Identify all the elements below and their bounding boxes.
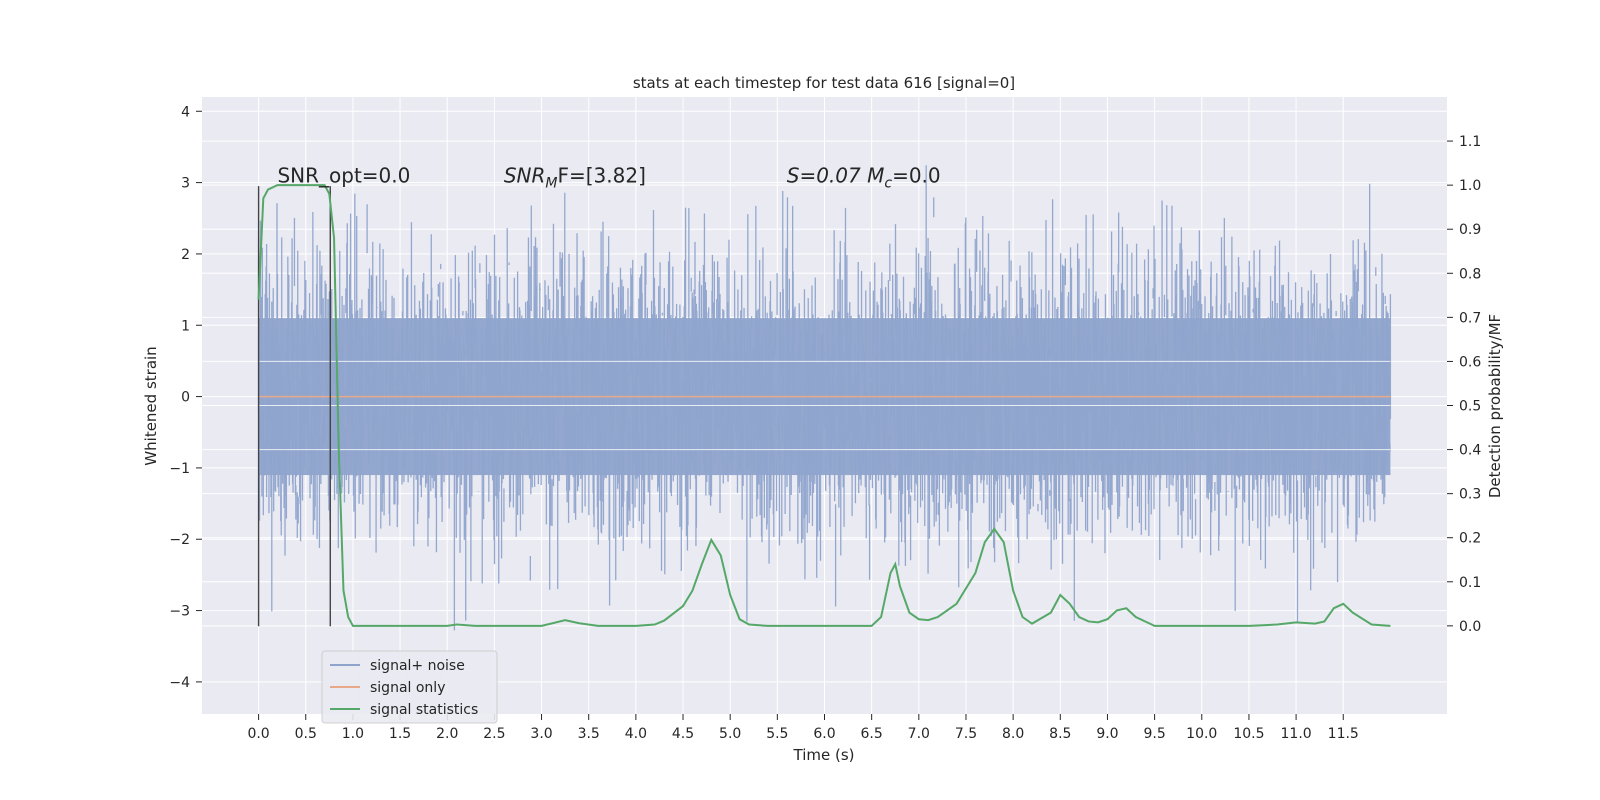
- legend-box: [321, 650, 498, 724]
- y-tick-label: −1: [169, 461, 190, 477]
- annotation: SNR_opt=0.0: [277, 164, 410, 188]
- y2-axis-label: Detection probability/MF: [1486, 314, 1504, 498]
- y-tick-label: 1: [181, 318, 190, 334]
- x-tick-label: 8.5: [1049, 726, 1071, 742]
- x-tick-label: 3.0: [530, 726, 552, 742]
- x-axis-label: Time (s): [793, 746, 855, 764]
- x-tick-label: 6.0: [813, 726, 835, 742]
- x-tick-label: 0.0: [247, 726, 269, 742]
- annotation-subscript: c: [884, 176, 892, 192]
- x-tick-label: 8.0: [1002, 726, 1024, 742]
- legend-label: signal only: [370, 680, 445, 696]
- x-tick-label: 0.5: [295, 726, 317, 742]
- y-axis-label: Whitened strain: [142, 346, 160, 465]
- x-tick-label: 4.0: [625, 726, 647, 742]
- annotation-text: SNR: [504, 164, 546, 188]
- x-tick-label: 9.5: [1143, 726, 1165, 742]
- annotations: SNR_opt=0.0 SNRMF=[3.82] S=0.07 Mc=0.0: [277, 164, 940, 192]
- x-tick-label: 9.0: [1096, 726, 1118, 742]
- x-tick-label: 4.5: [672, 726, 694, 742]
- y-tick-label: −4: [169, 675, 190, 691]
- y-tick-label: 4: [181, 104, 190, 120]
- y2-tick-label: 0.0: [1459, 619, 1481, 635]
- x-tick-label: 5.5: [766, 726, 788, 742]
- annotation-subscript: M: [545, 176, 557, 192]
- y-tick-label: 3: [181, 176, 190, 192]
- y2-tick-label: 0.8: [1459, 266, 1481, 282]
- y2-tick-label: 0.2: [1459, 531, 1481, 547]
- signal-statistics-line: [257, 184, 1391, 627]
- annotation-suffix: =0.0: [892, 164, 941, 188]
- x-tick-label: 1.5: [389, 726, 411, 742]
- y2-tick-label: 0.1: [1459, 575, 1481, 591]
- annotation-suffix: F=[3.82]: [557, 164, 645, 188]
- legend-label: signal statistics: [370, 702, 478, 718]
- x-tick-label: 7.0: [908, 726, 930, 742]
- annotation: SNRMF=[3.82]: [504, 164, 646, 192]
- legend: signal+ noise signal only signal statistic…: [321, 650, 498, 724]
- overlays: [257, 184, 1391, 627]
- x-tick-label: 10.0: [1186, 726, 1217, 742]
- x-tick-label: 2.5: [483, 726, 505, 742]
- y2-tick-label: 0.7: [1459, 310, 1481, 326]
- x-tick-label: 10.5: [1233, 726, 1264, 742]
- y2-tick-label: 0.9: [1459, 222, 1481, 238]
- y2-tick-label: 0.6: [1459, 354, 1481, 370]
- y-tick-label: 0: [181, 390, 190, 406]
- x-tick-label: 1.0: [342, 726, 364, 742]
- y2-tick-label: 0.3: [1459, 487, 1481, 503]
- axes: 0.0 0.5 1.0 1.5 2.0 2.5 3.0 3.5 4.0 4.5 5.0 5.5 6.0 6…: [169, 104, 1481, 742]
- x-tick-label: 2.0: [436, 726, 458, 742]
- x-tick-label: 11.5: [1328, 726, 1359, 742]
- y2-tick-label: 0.4: [1459, 443, 1481, 459]
- chart-title: stats at each timestep for test data 616…: [633, 74, 1015, 92]
- y2-tick-label: 1.1: [1459, 134, 1481, 150]
- legend-label: signal+ noise: [370, 658, 465, 674]
- y2-tick-label: 0.5: [1459, 399, 1481, 415]
- x-tick-label: 6.5: [861, 726, 883, 742]
- y-tick-label: −3: [169, 604, 190, 620]
- annotation-text: SNR_opt=0.0: [277, 164, 410, 188]
- x-tick-label: 5.0: [719, 726, 741, 742]
- y-tick-label: −2: [169, 532, 190, 548]
- x-tick-label: 11.0: [1281, 726, 1312, 742]
- x-tick-label: 7.5: [955, 726, 977, 742]
- x-tick-label: 3.5: [578, 726, 600, 742]
- y-tick-label: 2: [181, 247, 190, 263]
- annotation-text: S=0.07 M: [787, 164, 885, 188]
- annotation: S=0.07 Mc=0.0: [787, 164, 941, 192]
- y2-tick-label: 1.0: [1459, 178, 1481, 194]
